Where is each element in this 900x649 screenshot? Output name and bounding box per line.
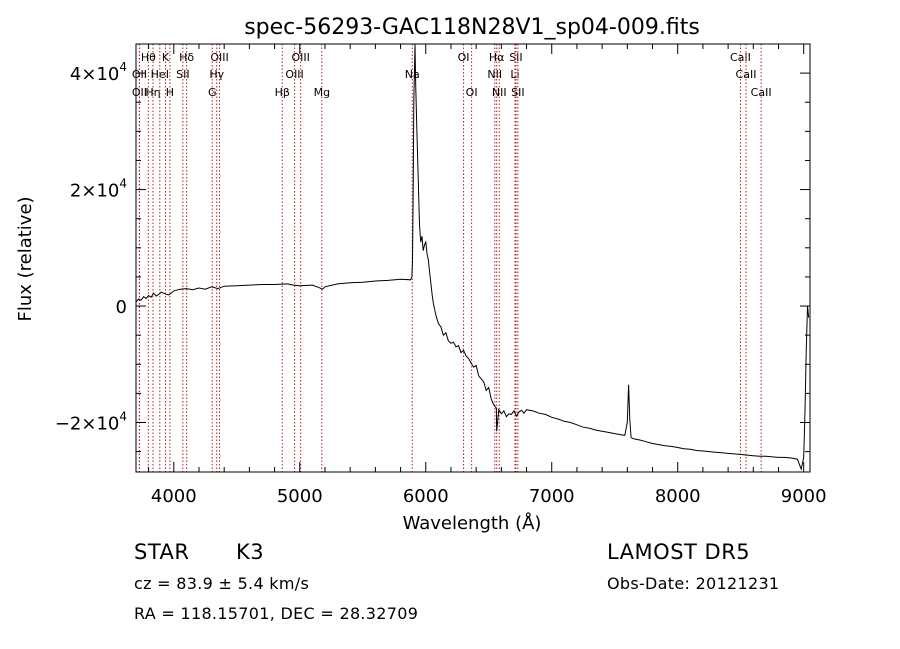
spectral-line-label: NII — [492, 86, 507, 99]
spectral-line-label: HeI — [151, 68, 169, 81]
y-axis-label: Flux (relative) — [15, 196, 36, 321]
axis-ticks — [136, 43, 810, 472]
spectral-line-label: NII — [487, 68, 502, 81]
spectral-line-label: Li — [510, 68, 519, 81]
x-tick-labels: 4000 5000 6000 7000 8000 9000 — [151, 486, 827, 507]
y-tick-label: 0 — [116, 297, 127, 318]
y-tick-label: 2×104 — [70, 177, 127, 202]
spectral-line-label: CaII — [730, 51, 751, 64]
observation-date: Obs-Date: 20121231 — [607, 574, 780, 593]
x-tick-label: 8000 — [655, 486, 701, 507]
spectral-line-label: SII — [509, 51, 522, 64]
survey-name: LAMOST DR5 — [607, 540, 751, 564]
object-class: STAR — [134, 540, 190, 564]
plot-frame — [135, 43, 811, 473]
spectral-line-label: Hδ — [179, 51, 194, 64]
spectral-line-label: Hβ — [275, 86, 290, 99]
chart-title: spec-56293-GAC118N28V1_sp04-009.fits — [244, 15, 700, 40]
spectral-line-label: Hα — [489, 51, 505, 64]
x-tick-label: 5000 — [277, 486, 323, 507]
y-tick-labels: 4×104 2×104 0 −2×104 — [55, 60, 127, 434]
spectral-line-label: Hγ — [209, 68, 224, 81]
coordinates: RA = 118.15701, DEC = 28.32709 — [134, 604, 419, 623]
spectral-line-label: Na — [405, 68, 420, 81]
spectral-line-label: SII — [176, 68, 189, 81]
spectral-line-label: OIII — [291, 51, 309, 64]
object-subclass: K3 — [236, 540, 265, 564]
spectral-line-label: OIII — [210, 51, 228, 64]
x-tick-label: 9000 — [781, 486, 827, 507]
spectral-line-label: Hθ — [141, 51, 156, 64]
spectral-line-label: OI — [458, 51, 470, 64]
spectral-line-label: SII — [511, 86, 524, 99]
y-tick-label: 4×104 — [70, 60, 127, 85]
spectral-line-label: Mg — [314, 86, 330, 99]
x-tick-label: 4000 — [151, 486, 197, 507]
redshift-velocity: cz = 83.9 ± 5.4 km/s — [134, 574, 310, 593]
spectral-line-label: CaII — [751, 86, 772, 99]
spectral-line-label: OIII — [285, 68, 303, 81]
spectral-line-label: OI — [466, 86, 478, 99]
y-tick-label: −2×104 — [55, 410, 127, 435]
spectral-line-label: K — [162, 51, 170, 64]
x-tick-label: 7000 — [529, 486, 575, 507]
spectral-line-label: H — [166, 86, 174, 99]
spectral-line-label: G — [208, 86, 217, 99]
spectral-line-label: CaII — [736, 68, 757, 81]
x-axis-label: Wavelength (Å) — [403, 512, 542, 534]
spectrum-line — [135, 43, 810, 471]
spectral-line-label: Hη — [145, 86, 160, 99]
x-tick-label: 6000 — [403, 486, 449, 507]
